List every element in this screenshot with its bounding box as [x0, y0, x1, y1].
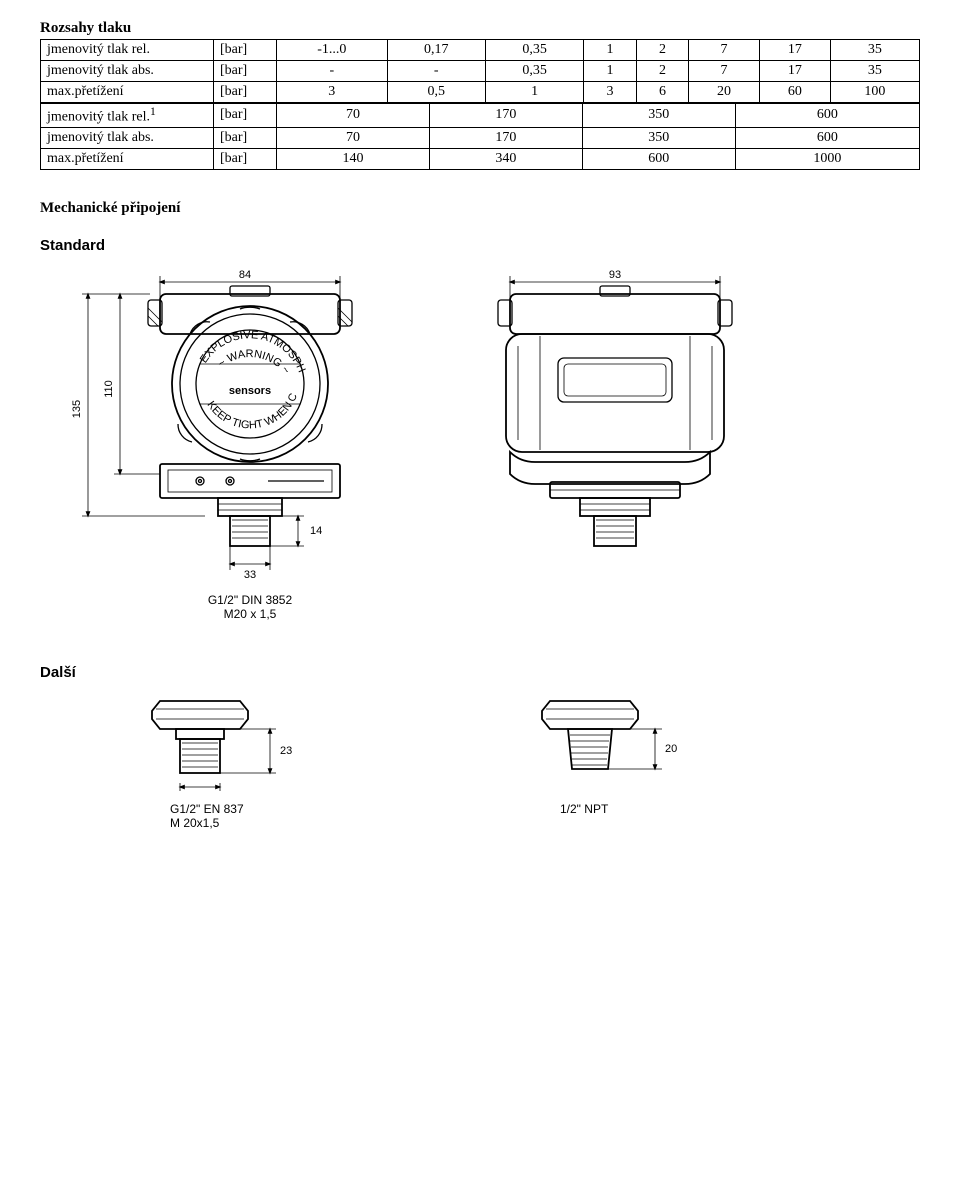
table-row: jmenovitý tlak rel.[bar]-1...00,170,3512…	[41, 40, 920, 61]
svg-text:~ WARNING ~: ~ WARNING ~	[216, 348, 292, 376]
cell: 60	[759, 82, 830, 103]
cell: 600	[735, 104, 919, 128]
row-unit: [bar]	[214, 104, 277, 128]
page-title: Rozsahy tlaku	[40, 20, 920, 37]
cell: 1	[584, 61, 636, 82]
cell: 140	[277, 148, 430, 169]
cell: 350	[582, 104, 735, 128]
cell: 70	[277, 104, 430, 128]
table-row: jmenovitý tlak abs.[bar]--0,351271735	[41, 61, 920, 82]
cell: 600	[735, 127, 919, 148]
cell: 350	[582, 127, 735, 148]
svg-text:G1/2" DIN 3852: G1/2" DIN 3852	[208, 593, 293, 607]
cell: 0,5	[387, 82, 485, 103]
row-label: jmenovitý tlak rel.	[41, 40, 214, 61]
drawing-connector-right: 20 1/2" NPT	[520, 691, 740, 841]
row-label: max.přetížení	[41, 148, 214, 169]
cell: 2	[636, 61, 688, 82]
svg-text:20: 20	[665, 743, 677, 755]
section-mech-conn: Mechanické připojení	[40, 200, 920, 217]
svg-text:84: 84	[239, 269, 251, 281]
svg-text:G1/2" EN 837: G1/2" EN 837	[170, 802, 244, 816]
row-label: jmenovitý tlak rel.1	[41, 104, 214, 128]
cell: 70	[277, 127, 430, 148]
cell: 0,35	[485, 61, 583, 82]
svg-text:M20 x 1,5: M20 x 1,5	[224, 607, 277, 621]
cell: 17	[759, 40, 830, 61]
row-unit: [bar]	[214, 127, 277, 148]
cell: 7	[689, 61, 760, 82]
cell: 1000	[735, 148, 919, 169]
table-row: jmenovitý tlak abs.[bar]70170350600	[41, 127, 920, 148]
svg-text:33: 33	[244, 569, 256, 581]
cell: 0,35	[485, 40, 583, 61]
svg-text:23: 23	[280, 745, 292, 757]
drawing-connector-left: 23 G1/2" EN 837 M 20x1,5	[120, 691, 340, 841]
cell: 3	[277, 82, 388, 103]
cell: -1...0	[277, 40, 388, 61]
drawing-side: 93	[440, 264, 780, 624]
row-unit: [bar]	[214, 61, 277, 82]
table-row: max.přetížení[bar]30,51362060100	[41, 82, 920, 103]
cell: 3	[584, 82, 636, 103]
row-unit: [bar]	[214, 40, 277, 61]
variant-standard: Standard	[40, 237, 920, 254]
cell: 35	[830, 61, 919, 82]
row-label: jmenovitý tlak abs.	[41, 61, 214, 82]
table-row: jmenovitý tlak rel.1[bar]70170350600	[41, 104, 920, 128]
cell: 340	[429, 148, 582, 169]
svg-text:1/2" NPT: 1/2" NPT	[560, 802, 609, 816]
cell: 170	[429, 127, 582, 148]
cell: 2	[636, 40, 688, 61]
cell: 0,17	[387, 40, 485, 61]
cell: 100	[830, 82, 919, 103]
cell: 7	[689, 40, 760, 61]
svg-text:110: 110	[103, 380, 115, 398]
svg-text:135: 135	[71, 399, 83, 417]
cell: 20	[689, 82, 760, 103]
row-unit: [bar]	[214, 82, 277, 103]
cell: 6	[636, 82, 688, 103]
row-unit: [bar]	[214, 148, 277, 169]
drawing-front: 84 135 110	[40, 264, 380, 624]
pressure-table-2: jmenovitý tlak rel.1[bar]70170350600jmen…	[40, 103, 920, 170]
cell: 35	[830, 40, 919, 61]
cell: 17	[759, 61, 830, 82]
row-label: jmenovitý tlak abs.	[41, 127, 214, 148]
svg-text:14: 14	[310, 525, 322, 537]
table-row: max.přetížení[bar]1403406001000	[41, 148, 920, 169]
svg-text:sensors: sensors	[229, 385, 271, 397]
cell: 1	[584, 40, 636, 61]
pressure-table-1: jmenovitý tlak rel.[bar]-1...00,170,3512…	[40, 39, 920, 103]
cell: -	[277, 61, 388, 82]
svg-text:93: 93	[609, 269, 621, 281]
cell: -	[387, 61, 485, 82]
cell: 1	[485, 82, 583, 103]
cell: 170	[429, 104, 582, 128]
cell: 600	[582, 148, 735, 169]
variant-other: Další	[40, 664, 920, 681]
row-label: max.přetížení	[41, 82, 214, 103]
svg-text:M 20x1,5: M 20x1,5	[170, 816, 220, 830]
